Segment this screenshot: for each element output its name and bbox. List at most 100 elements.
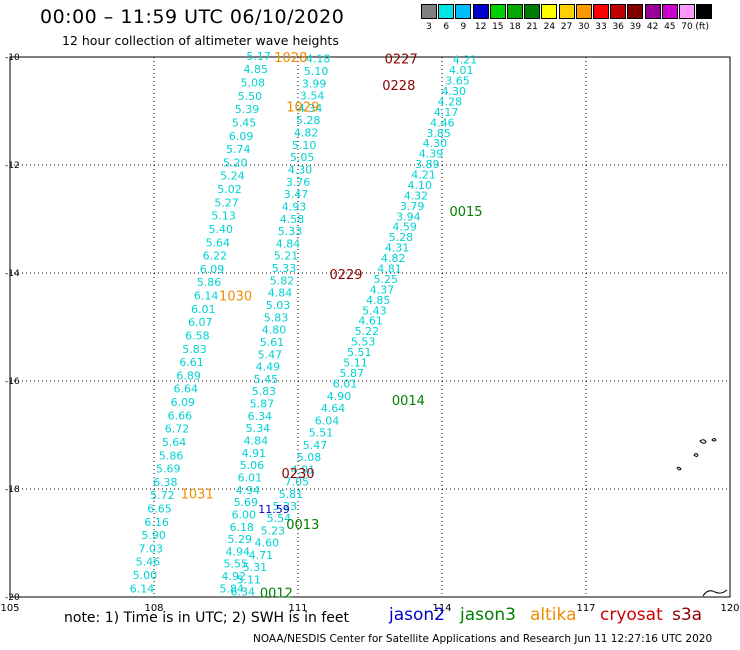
legend-swatch	[593, 4, 609, 19]
wave-height-value: 4.85	[366, 294, 391, 307]
satellite-label-s3a: s3a	[672, 605, 703, 625]
wave-height-value: 5.90	[141, 529, 166, 542]
wave-height-value: 3.99	[302, 77, 327, 90]
wave-height-value: 6.09	[200, 263, 225, 276]
legend-label: 18	[509, 22, 521, 32]
legend-label: 70	[681, 22, 693, 32]
map-title: 00:00 – 11:59 UTC 06/10/2020	[40, 6, 345, 28]
wave-height-value: 5.23	[273, 500, 298, 513]
wave-height-value: 4.64	[321, 402, 346, 415]
wave-height-value: 4.58	[280, 213, 305, 226]
wave-height-value: 4.94	[236, 484, 261, 497]
legend-swatch	[558, 4, 575, 19]
legend-label: 42	[646, 22, 659, 32]
wave-height-value: 5.08	[241, 77, 266, 90]
pass-label: 0012	[260, 587, 293, 602]
wave-height-value: 3.47	[284, 188, 309, 201]
wave-height-value: 5.74	[226, 143, 251, 156]
wave-height-value: 5.64	[162, 436, 187, 449]
wave-height-value: 4.37	[370, 283, 395, 296]
wave-height-value: 6.38	[153, 476, 178, 489]
wave-height-value: 3.89	[415, 158, 440, 171]
legend-label: 9	[460, 22, 467, 32]
legend-swatch	[524, 4, 541, 19]
wave-height-value: 3.54	[300, 90, 325, 103]
wave-height-value: 5.21	[274, 250, 299, 263]
pass-label: 0227	[385, 53, 418, 68]
wave-height-value: 4.21	[453, 54, 478, 67]
wave-height-value: 5.43	[362, 304, 387, 317]
legend-swatch	[627, 4, 644, 19]
wave-height-value: 5.86	[159, 449, 184, 462]
wave-height-value: 6.64	[173, 383, 198, 396]
legend-swatch	[644, 4, 661, 19]
legend-label: 39	[629, 22, 642, 32]
wave-height-value: 5.02	[217, 183, 242, 196]
pass-label: 0015	[449, 205, 482, 220]
wave-height-value: 5.33	[278, 225, 303, 238]
pass-label: 0230	[281, 467, 314, 482]
wave-height-value: 6.89	[176, 369, 201, 382]
legend-label: 33	[595, 22, 607, 32]
wave-height-value: 5.05	[290, 151, 315, 164]
wave-height-value: 6.34	[248, 410, 273, 423]
legend-label: 6	[443, 22, 450, 32]
wave-height-value: 5.22	[355, 325, 380, 338]
wave-height-value: 5.47	[258, 348, 283, 361]
wave-height-value: 5.10	[292, 139, 317, 152]
legend-swatch	[472, 4, 489, 19]
wave-height-value: 4.28	[438, 95, 463, 108]
wave-height-value: 7.05	[285, 476, 310, 489]
wave-height-value: 6.72	[165, 423, 190, 436]
wave-height-value: 5.51	[347, 346, 372, 359]
wave-height-value: 4.31	[385, 242, 410, 255]
satellite-label-jason2: jason2	[389, 605, 445, 625]
wave-height-value: 5.40	[208, 223, 233, 236]
island-shape	[676, 466, 682, 471]
wave-height-value: 4.93	[282, 200, 307, 213]
coastline	[702, 589, 728, 597]
wave-height-value: 4.01	[449, 64, 474, 77]
wave-height-value: 4.90	[327, 390, 352, 403]
island-shape	[693, 453, 699, 457]
legend-swatch	[610, 4, 627, 19]
wave-height-value: 4.91	[242, 447, 267, 460]
wave-height-value: 4.82	[381, 252, 406, 265]
wave-height-value: 5.17	[246, 50, 271, 63]
wave-height-value: 6.07	[188, 316, 213, 329]
pass-label: 0228	[382, 79, 415, 94]
wave-height-value: 4.46	[430, 116, 455, 129]
wave-height-value: 5.27	[214, 196, 239, 209]
wave-height-value: 5.08	[297, 451, 322, 464]
wave-height-value: 4.84	[276, 237, 301, 250]
wave-height-value: 5.50	[238, 90, 263, 103]
wave-height-value: 5.28	[296, 114, 321, 127]
wave-height-value: 5.55	[224, 558, 249, 571]
wave-height-value: 5.45	[254, 373, 279, 386]
pass-label: 1030	[219, 290, 252, 305]
legend-label: 24	[543, 22, 556, 32]
wave-height-value: 6.66	[168, 409, 193, 422]
wave-height-value: 5.83	[182, 343, 207, 356]
lat-tick-label: -14	[5, 269, 20, 279]
wave-height-value: 5.61	[260, 336, 285, 349]
satellite-label-altika: altika	[530, 605, 577, 625]
pass-label: 0229	[329, 268, 362, 283]
wave-height-value: 3.76	[286, 176, 311, 189]
legend-swatch	[489, 4, 506, 19]
wave-height-value: 4.32	[404, 189, 429, 202]
wave-height-value: 6.65	[147, 502, 172, 515]
wave-height-value: 6.09	[171, 396, 196, 409]
wave-height-value: 4.92	[222, 570, 247, 583]
wave-height-value: 5.83	[264, 311, 289, 324]
satellite-label-cryosat: cryosat	[600, 605, 663, 625]
wave-height-value: 4.80	[262, 324, 287, 337]
wave-height-value: 4.91	[291, 463, 316, 476]
wave-height-value: 5.64	[206, 236, 231, 249]
lon-tick-label: 111	[288, 603, 307, 614]
legend-label: 27	[560, 22, 573, 32]
wave-height-value: 4.10	[407, 179, 432, 192]
legend-label: 3	[426, 22, 432, 32]
wave-height-value: 5.82	[270, 274, 295, 287]
wave-height-value: 5.25	[373, 273, 398, 286]
